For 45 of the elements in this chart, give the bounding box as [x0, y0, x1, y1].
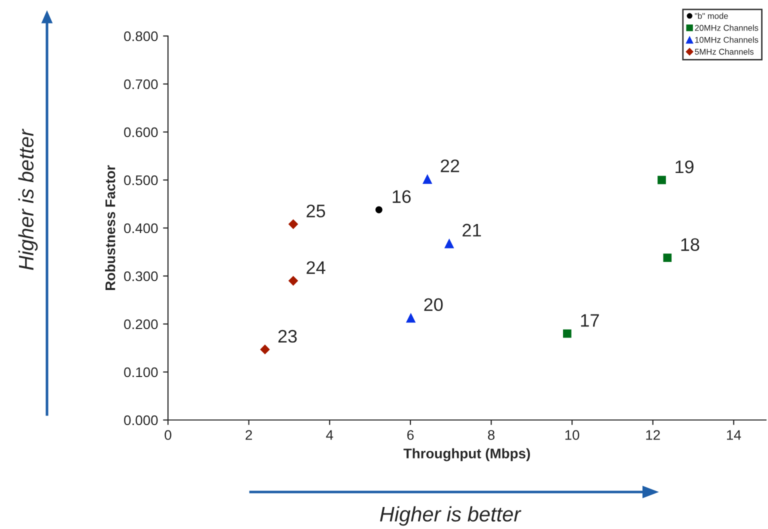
legend-label: 5MHz Channels	[694, 48, 754, 55]
x-tick-label: 8	[488, 430, 494, 440]
y-tick-label: 0.700	[124, 79, 158, 90]
x-tick-label: 4	[326, 430, 334, 440]
y-tick-label: 0.000	[124, 415, 158, 426]
legend-label: 10MHz Channels	[695, 36, 758, 43]
point	[288, 219, 298, 230]
text: Higher is better	[18, 128, 38, 270]
annotation: 17	[581, 314, 599, 327]
y-tick-label: 0.500	[124, 175, 158, 186]
y-tick-label: 0.600	[124, 127, 158, 138]
y-tick-label: 0.800	[124, 31, 158, 42]
point	[422, 174, 432, 184]
annotation: 22	[440, 159, 460, 172]
x-tick-label: 0	[164, 430, 172, 440]
annotation: 23	[278, 330, 297, 343]
annotation: 20	[424, 298, 443, 311]
legend-label: "b" mode	[694, 12, 728, 19]
legend-label: 20MHz Channels	[695, 24, 758, 31]
annotation: 21	[462, 224, 481, 236]
point	[260, 344, 270, 354]
point	[658, 176, 666, 184]
annotation: 18	[681, 238, 700, 251]
x-tick-label: 2	[246, 430, 252, 440]
point	[288, 276, 298, 286]
x-tick-label: 6	[407, 430, 414, 440]
point	[563, 329, 572, 338]
text: Higher is better	[380, 506, 522, 526]
point	[375, 206, 382, 214]
x-axis-title: Throughput (Mbps)	[404, 448, 530, 462]
annotation: 16	[392, 190, 411, 203]
annotation: 24	[306, 261, 326, 274]
annotation: 25	[306, 204, 326, 218]
annotation: 19	[676, 160, 694, 174]
y-tick-label: 0.100	[124, 367, 158, 378]
x-tick-label: 14	[727, 430, 741, 440]
point	[663, 254, 672, 262]
y-tick-label: 0.400	[124, 223, 158, 234]
point	[406, 312, 416, 323]
x-tick-label: 10	[565, 430, 580, 440]
y-tick-label: 0.200	[124, 319, 158, 330]
y-axis-title: Robustness Factor	[105, 165, 116, 290]
y-tick-label: 0.300	[124, 271, 158, 282]
point	[444, 238, 454, 248]
x-tick-label: 12	[646, 430, 660, 440]
